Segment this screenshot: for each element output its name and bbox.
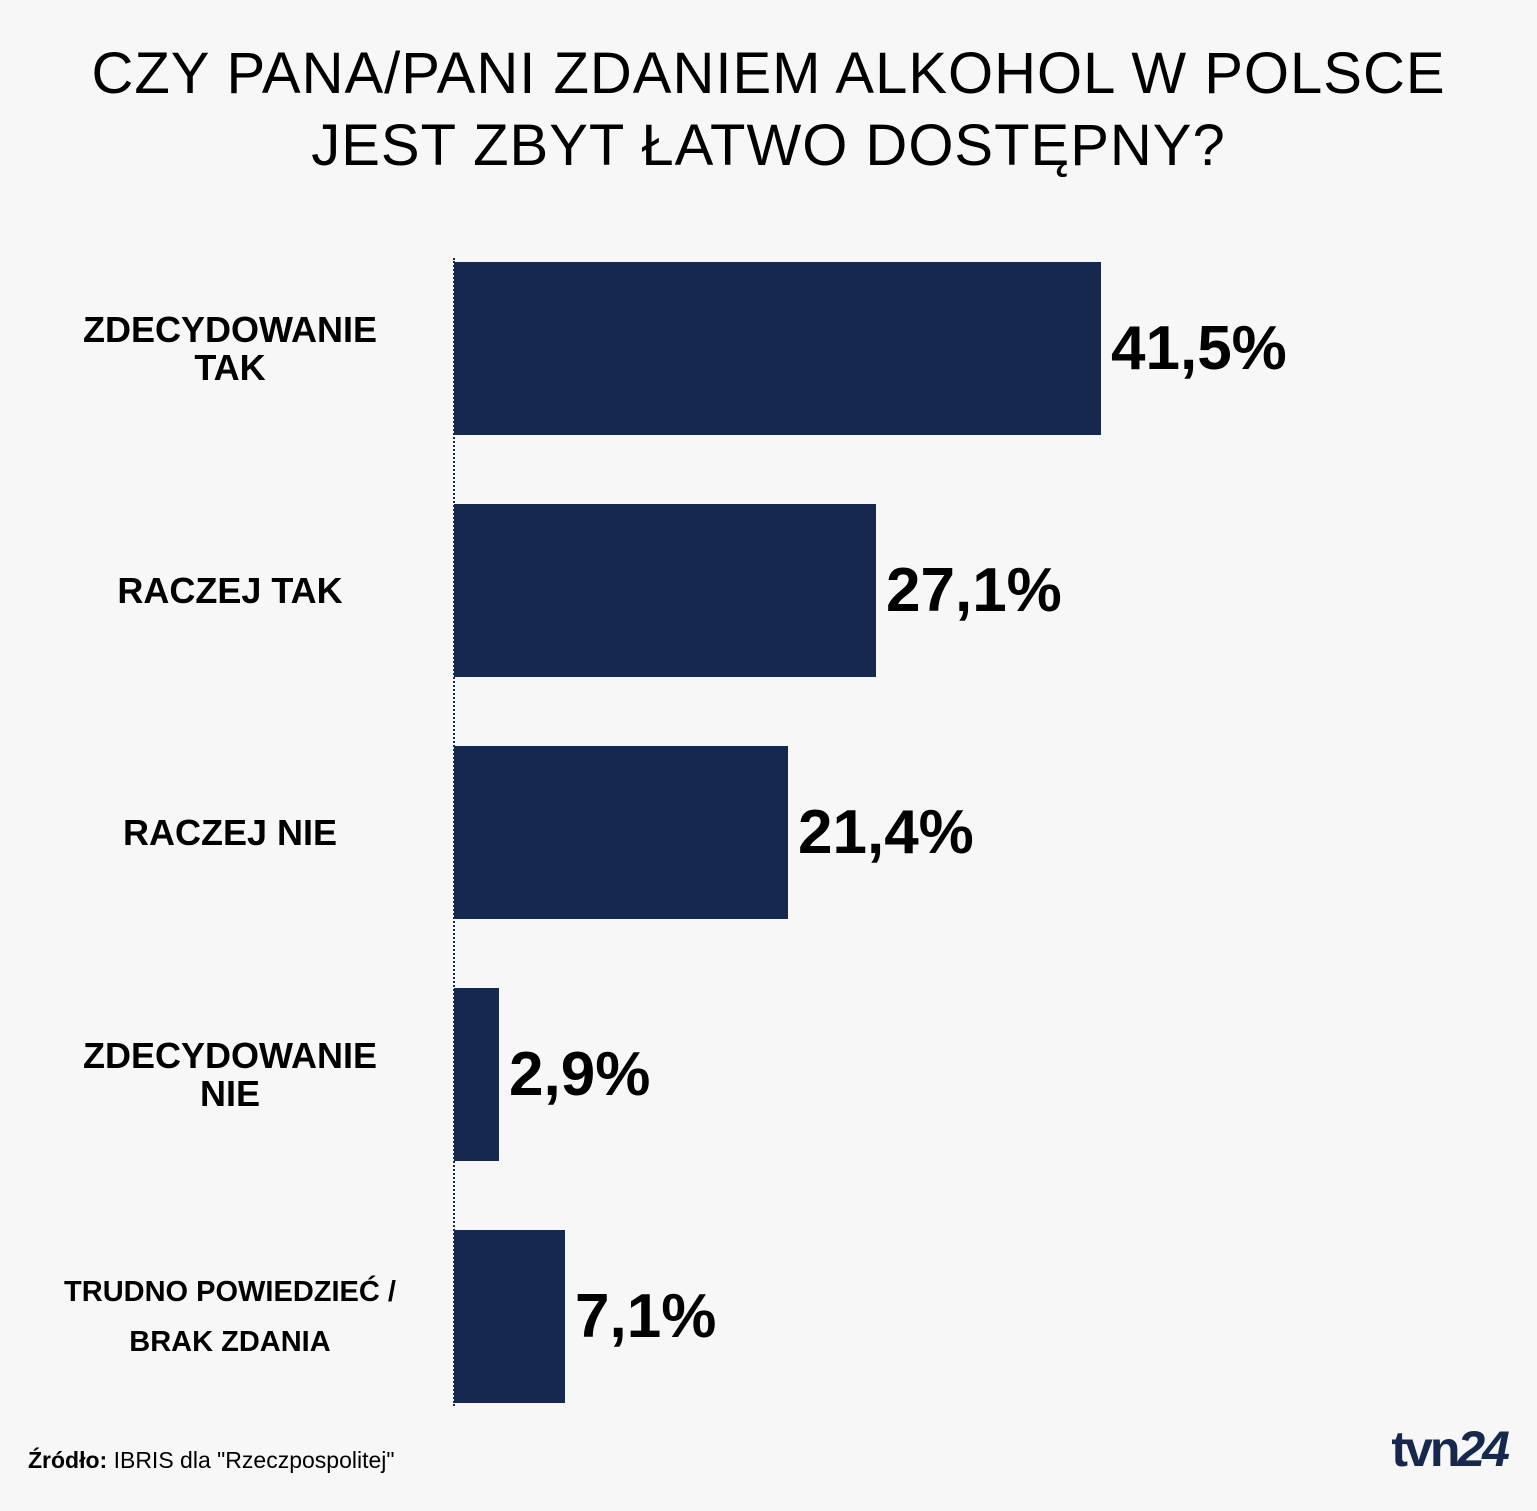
category-label-text: ZDECYDOWANIE NIE — [82, 1034, 377, 1114]
bar — [454, 746, 788, 919]
logo-24: 24 — [1457, 1421, 1510, 1477]
category-label-line: TRUDNO POWIEDZIEĆ / — [64, 1275, 396, 1308]
category-label: ZDECYDOWANIE TAK — [30, 262, 430, 435]
category-label-text: RACZEJ NIE — [122, 811, 338, 853]
category-label-line: NIE — [199, 1072, 260, 1114]
value-label: 2,9% — [509, 1039, 651, 1109]
chart-title: CZY PANA/PANI ZDANIEM ALKOHOL W POLSCE J… — [0, 38, 1537, 182]
category-label-line: RACZEJ TAK — [117, 569, 343, 611]
category-label-text: RACZEJ TAK — [117, 569, 343, 611]
tvn24-logo: tvn24 — [1391, 1421, 1510, 1477]
source-text: IBRIS dla "Rzeczpospolitej" — [107, 1447, 395, 1473]
category-label-line: ZDECYDOWANIE — [82, 308, 377, 350]
category-label-text: TRUDNO POWIEDZIEĆ / BRAK ZDANIA — [64, 1267, 396, 1367]
bar — [454, 504, 876, 677]
bar — [454, 262, 1101, 435]
value-label: 7,1% — [575, 1281, 717, 1351]
bar — [454, 988, 499, 1161]
logo-tvn: tvn — [1391, 1421, 1460, 1477]
category-label-line: ZDECYDOWANIE — [82, 1034, 377, 1076]
chart-title-line-2: JEST ZBYT ŁATWO DOSTĘPNY? — [311, 113, 1226, 178]
value-label: 21,4% — [798, 797, 974, 867]
source-prefix: Źródło: — [28, 1447, 108, 1473]
category-label: ZDECYDOWANIE NIE — [30, 988, 430, 1161]
category-label-text: ZDECYDOWANIE TAK — [82, 308, 377, 388]
category-label-line: TAK — [194, 346, 266, 388]
category-label: TRUDNO POWIEDZIEĆ / BRAK ZDANIA — [30, 1230, 430, 1403]
category-label: RACZEJ NIE — [30, 746, 430, 919]
bar — [454, 1230, 565, 1403]
category-label-line: RACZEJ NIE — [122, 811, 338, 853]
chart-title-line-1: CZY PANA/PANI ZDANIEM ALKOHOL W POLSCE — [91, 41, 1446, 106]
category-label: RACZEJ TAK — [30, 504, 430, 677]
source-note: Źródło: IBRIS dla "Rzeczpospolitej" — [28, 1446, 395, 1474]
value-label: 41,5% — [1111, 313, 1287, 383]
value-label: 27,1% — [886, 555, 1062, 625]
category-label-line: BRAK ZDANIA — [129, 1325, 331, 1358]
